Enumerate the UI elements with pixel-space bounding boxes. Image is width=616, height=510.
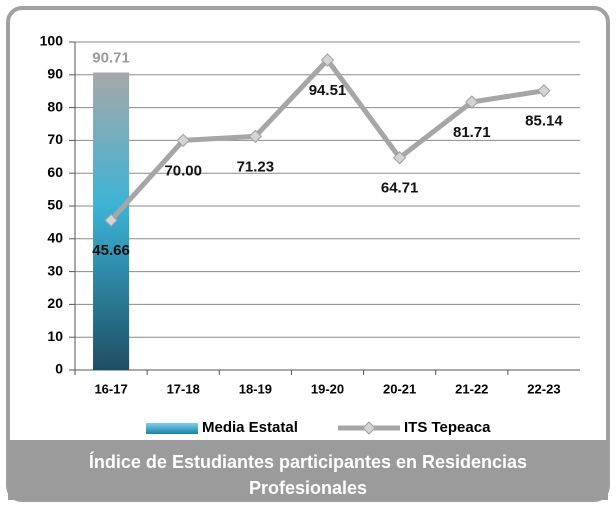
y-tick-label: 80 (47, 98, 63, 114)
marker (537, 84, 551, 98)
legend-label: ITS Tepeaca (404, 419, 491, 436)
y-tick-label: 50 (47, 197, 63, 213)
marker (176, 133, 190, 148)
marker (320, 53, 335, 67)
marker (104, 213, 118, 227)
chart-title: Profesionales (249, 478, 367, 498)
y-tick-label: 60 (47, 164, 63, 180)
x-tick-label: 21-22 (455, 381, 488, 396)
point-label: 70.00 (164, 162, 202, 179)
x-tick-label: 17-18 (167, 381, 200, 396)
y-tick-label: 20 (47, 295, 63, 311)
y-tick-label: 100 (40, 33, 64, 49)
legend-marker (362, 421, 376, 435)
y-tick-label: 30 (47, 262, 63, 278)
bar-value-label: 90.71 (92, 49, 130, 66)
title-box (8, 440, 608, 500)
marker (465, 95, 479, 109)
y-tick-label: 70 (47, 131, 63, 147)
x-tick-label: 16-17 (94, 381, 127, 396)
x-tick-label: 19-20 (311, 381, 344, 396)
point-label: 81.71 (453, 124, 491, 141)
point-label: 85.14 (525, 113, 563, 130)
point-label: 45.66 (92, 242, 130, 259)
y-tick-label: 40 (47, 230, 63, 246)
legend-label: Media Estatal (202, 419, 298, 436)
x-tick-label: 20-21 (383, 381, 416, 396)
x-tick-label: 18-19 (239, 381, 272, 396)
point-label: 94.51 (309, 82, 347, 99)
x-tick-label: 22-23 (527, 381, 560, 396)
chart-title: Índice de Estudiantes participantes en R… (89, 451, 527, 472)
point-label: 71.23 (237, 158, 275, 175)
point-label: 64.71 (381, 180, 419, 197)
y-tick-label: 10 (47, 328, 63, 344)
marker (248, 129, 263, 144)
marker (392, 151, 407, 165)
y-tick-label: 0 (55, 361, 63, 377)
y-tick-label: 90 (47, 66, 63, 82)
legend-swatch (146, 423, 198, 434)
